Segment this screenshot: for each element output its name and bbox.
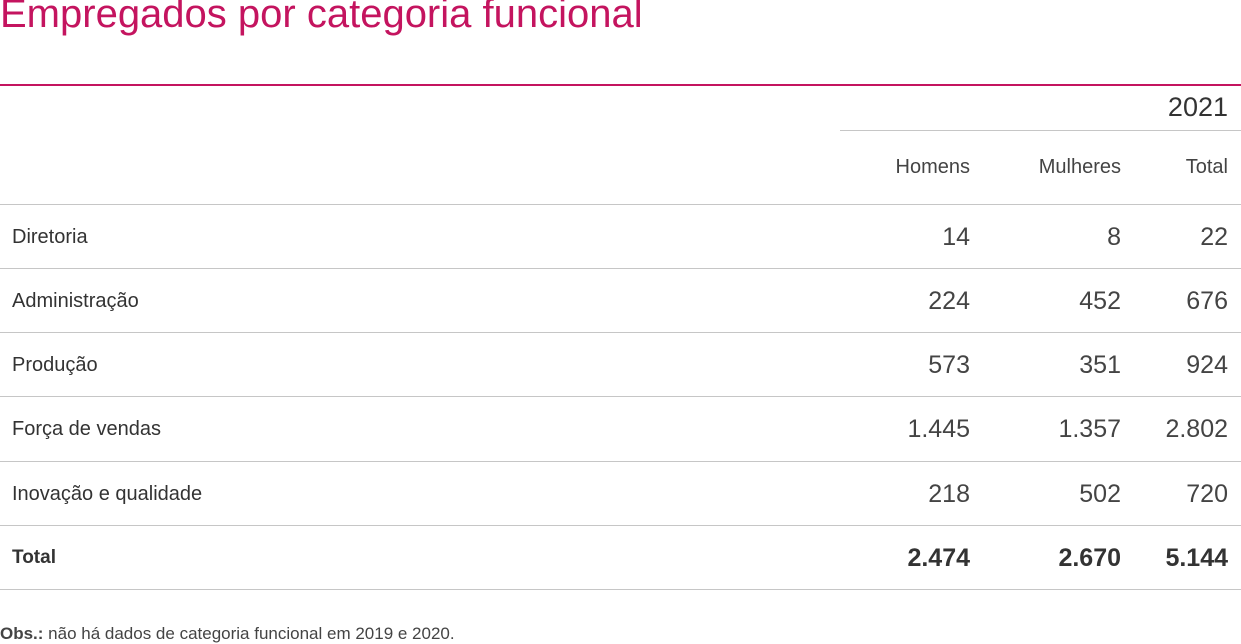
row-label: Diretoria xyxy=(12,226,88,248)
footnote-text: não há dados de categoria funcional em 2… xyxy=(43,624,455,643)
row-divider xyxy=(0,268,1241,269)
cell-total: 676 xyxy=(1186,287,1228,315)
cell-homens: 224 xyxy=(928,287,970,315)
table-row: Diretoria 14 8 22 xyxy=(0,205,1241,269)
total-homens: 2.474 xyxy=(907,544,970,572)
header-divider xyxy=(0,204,1241,205)
row-label: Força de vendas xyxy=(12,418,161,440)
row-label: Produção xyxy=(12,354,98,376)
table-row: Inovação e qualidade 218 502 720 xyxy=(0,462,1241,526)
column-header-total: Total xyxy=(1185,156,1228,178)
row-label: Inovação e qualidade xyxy=(12,483,203,505)
total-mulheres: 2.670 xyxy=(1058,544,1121,572)
table-row: Administração 224 452 676 xyxy=(0,269,1241,333)
cell-mulheres: 502 xyxy=(1079,480,1121,508)
table-row: Força de vendas 1.445 1.357 2.802 xyxy=(0,397,1241,461)
row-divider xyxy=(0,396,1241,397)
cell-mulheres: 1.357 xyxy=(1058,415,1121,443)
table-bottom-divider xyxy=(0,589,1241,590)
footnote-prefix: Obs.: xyxy=(0,624,44,643)
row-divider xyxy=(0,525,1241,526)
year-header: 2021 xyxy=(1167,92,1228,122)
cell-homens: 218 xyxy=(928,480,970,508)
title-divider xyxy=(0,84,1241,86)
column-header-mulheres: Mulheres xyxy=(1038,156,1121,178)
cell-homens: 14 xyxy=(942,223,970,251)
row-divider xyxy=(0,332,1241,333)
column-header-homens: Homens xyxy=(895,156,970,178)
row-label: Administração xyxy=(12,290,139,312)
cell-mulheres: 351 xyxy=(1079,351,1121,379)
year-divider xyxy=(840,130,1241,131)
cell-mulheres: 452 xyxy=(1079,287,1121,315)
cell-total: 720 xyxy=(1186,480,1228,508)
total-label: Total xyxy=(12,547,56,568)
cell-total: 2.802 xyxy=(1165,415,1228,443)
cell-mulheres: 8 xyxy=(1107,223,1121,251)
cell-homens: 573 xyxy=(928,351,970,379)
page-title: Empregados por categoria funcional xyxy=(0,0,643,36)
cell-total: 22 xyxy=(1200,223,1228,251)
row-divider xyxy=(0,461,1241,462)
table-row: Produção 573 351 924 xyxy=(0,333,1241,397)
total-total: 5.144 xyxy=(1165,544,1228,572)
total-row: Total 2.474 2.670 5.144 xyxy=(0,526,1241,590)
cell-total: 924 xyxy=(1186,351,1228,379)
cell-homens: 1.445 xyxy=(907,415,970,443)
footnote: Obs.: não há dados de categoria funciona… xyxy=(0,624,455,644)
